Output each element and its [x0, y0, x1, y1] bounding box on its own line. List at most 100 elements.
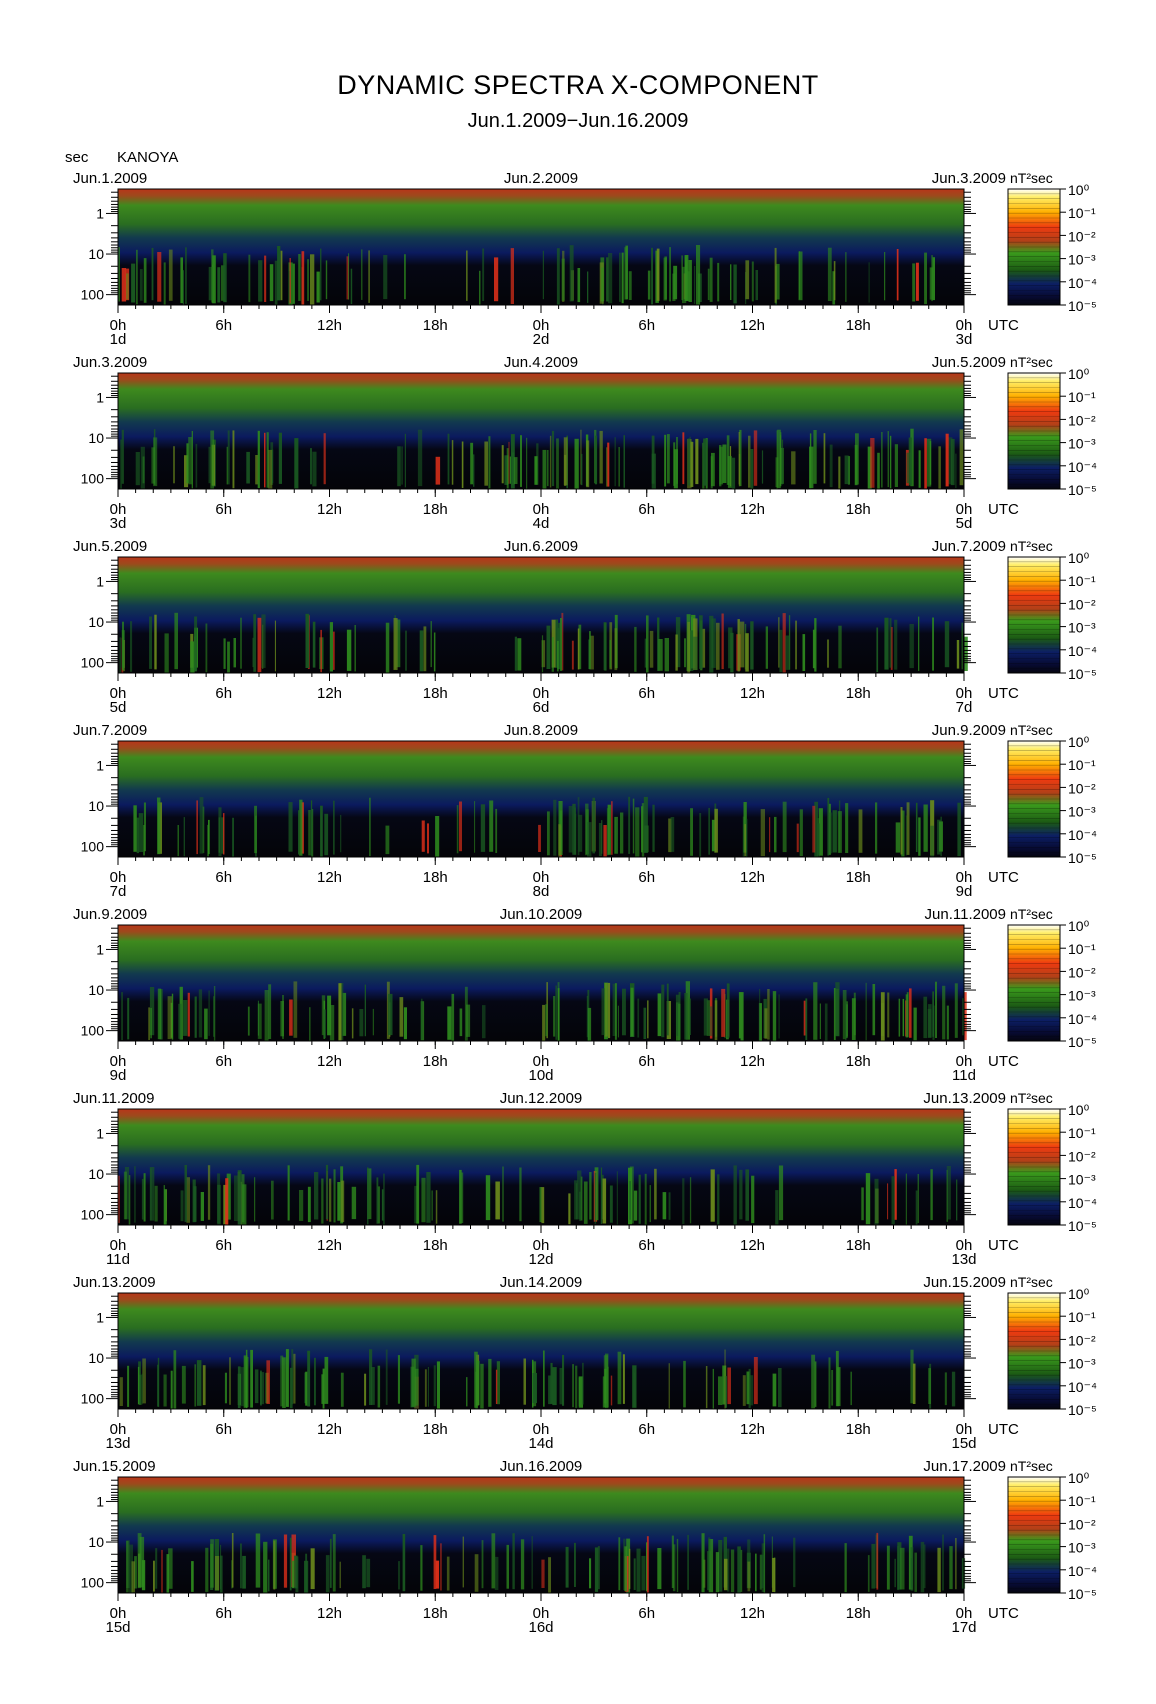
activity-streak	[136, 817, 139, 854]
colorbar-unit-label: nT²sec	[1010, 538, 1053, 554]
activity-streak	[329, 1005, 335, 1041]
activity-streak	[558, 824, 561, 857]
activity-streak	[120, 439, 122, 489]
activity-streak	[813, 430, 817, 484]
activity-streak	[164, 1189, 167, 1225]
activity-streak	[421, 820, 425, 852]
activity-streak	[496, 1361, 500, 1405]
colorbar-tick-label: 10⁻¹	[1068, 1309, 1096, 1325]
activity-streak	[906, 802, 910, 855]
activity-streak	[121, 268, 127, 302]
activity-streak	[884, 617, 889, 670]
colorbar-tick-label: 10⁰	[1068, 918, 1090, 934]
activity-streak	[646, 1536, 649, 1593]
y-tick-label: 10	[88, 1166, 104, 1182]
colorbar-tick-label: 10⁰	[1068, 1286, 1090, 1302]
x-tick-label: 18h	[846, 685, 871, 702]
activity-streak	[388, 993, 393, 1036]
day-label: 15d	[105, 1619, 130, 1636]
activity-streak	[915, 802, 918, 852]
activity-streak	[774, 816, 777, 853]
activity-streak	[198, 989, 203, 1038]
activity-streak	[204, 1008, 208, 1040]
x-tick-label: 0h	[956, 1237, 973, 1254]
activity-streak	[433, 1535, 437, 1589]
activity-streak	[385, 825, 390, 855]
activity-streak	[717, 262, 720, 302]
activity-streak	[237, 1170, 242, 1225]
activity-streak	[199, 797, 204, 854]
activity-streak	[168, 249, 173, 301]
activity-streak	[829, 444, 833, 488]
activity-streak	[539, 1187, 542, 1223]
activity-streak	[643, 796, 648, 853]
activity-streak	[435, 816, 440, 857]
colorbar-tick-label: 10⁻⁵	[1068, 1218, 1097, 1234]
activity-streak	[417, 429, 423, 487]
activity-streak	[908, 437, 912, 486]
x-tick-label: 18h	[423, 1605, 448, 1622]
activity-streak	[610, 1375, 613, 1406]
activity-streak	[225, 1178, 229, 1225]
day-label: 2d	[533, 331, 550, 348]
activity-streak	[314, 1172, 319, 1220]
activity-streak	[232, 817, 234, 857]
activity-streak	[750, 621, 754, 670]
activity-streak	[902, 998, 905, 1037]
activity-streak	[512, 1533, 515, 1590]
activity-streak	[233, 638, 236, 668]
activity-streak	[909, 988, 912, 1038]
activity-streak	[778, 617, 780, 668]
activity-streak	[647, 270, 651, 300]
activity-streak	[636, 1548, 641, 1592]
day-label: 5d	[110, 699, 127, 716]
activity-streak	[948, 437, 953, 485]
activity-streak	[269, 264, 274, 302]
activity-streak	[311, 809, 314, 857]
activity-streak	[603, 825, 607, 857]
spectra-panel: Jun.1.2009 Jun.2.2009 Jun.3.2009 1 10 100 0h 6h…	[73, 170, 1097, 348]
activity-streak	[708, 1537, 711, 1590]
x-tick-label: 0h	[956, 1421, 973, 1438]
activity-streak	[451, 440, 454, 485]
activity-streak	[877, 452, 880, 489]
activity-streak	[685, 981, 690, 1040]
activity-streak	[212, 255, 216, 304]
x-tick-label: 0h	[110, 501, 127, 518]
activity-streak	[918, 450, 921, 488]
day-label: 7d	[110, 883, 127, 900]
activity-streak	[760, 809, 765, 857]
activity-streak	[470, 442, 474, 485]
activity-streak	[181, 1365, 186, 1404]
activity-streak	[278, 432, 282, 484]
activity-streak	[323, 1009, 326, 1039]
activity-streak	[913, 1007, 917, 1041]
activity-streak	[654, 1168, 657, 1220]
activity-streak	[670, 817, 675, 852]
activity-streak	[632, 798, 635, 854]
activity-streak	[397, 446, 401, 487]
activity-streak	[625, 245, 628, 300]
y-tick-label: 100	[81, 1207, 105, 1223]
activity-streak	[178, 1003, 182, 1039]
activity-streak	[709, 615, 714, 673]
activity-streak	[167, 996, 172, 1040]
activity-streak	[844, 1543, 847, 1593]
activity-streak	[604, 982, 608, 1037]
activity-streak	[541, 1559, 545, 1588]
activity-streak	[630, 987, 634, 1037]
activity-streak	[682, 432, 685, 485]
activity-streak	[254, 1369, 259, 1404]
activity-streak	[708, 1006, 713, 1036]
activity-streak	[368, 250, 370, 303]
activity-streak	[268, 1559, 270, 1592]
activity-streak	[614, 437, 616, 487]
activity-streak	[838, 456, 841, 489]
activity-streak	[688, 260, 692, 302]
activity-streak	[955, 453, 957, 488]
colorbar-tick-label: 10⁻⁵	[1068, 482, 1097, 498]
activity-streak	[403, 1007, 407, 1040]
activity-streak	[398, 1561, 401, 1590]
activity-streak	[842, 990, 847, 1040]
activity-streak	[495, 808, 498, 853]
